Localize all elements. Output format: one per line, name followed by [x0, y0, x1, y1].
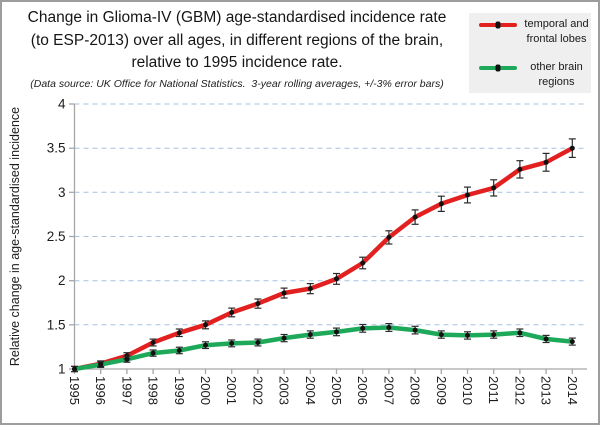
x-tick-label: 2014: [565, 376, 580, 405]
legend-item-temporal-frontal: temporal and frontal lobes: [469, 17, 591, 47]
chart-title: Change in Glioma-IV (GBM) age-standardis…: [8, 7, 466, 75]
x-tick-label: 2011: [486, 376, 501, 404]
x-tick-label: 2008: [408, 376, 423, 405]
y-tick-label: 1: [58, 362, 66, 377]
data-point-marker: [307, 332, 313, 338]
series-line-temporal-and-frontal-lobes: [72, 145, 575, 372]
data-point-marker: [465, 192, 470, 198]
data-point-marker: [386, 325, 392, 330]
x-tick-label: 1999: [172, 376, 187, 405]
data-point-marker: [307, 286, 313, 292]
data-point-marker: [150, 350, 156, 356]
y-tick-label: 3.5: [47, 141, 66, 156]
data-point-marker: [176, 330, 182, 336]
legend-label: temporal and frontal lobes: [522, 17, 591, 47]
chart-subtitle: (Data source: UK Office for National Sta…: [30, 78, 444, 90]
data-point-marker: [72, 366, 77, 372]
gridlines: [74, 103, 587, 326]
data-point-marker: [517, 330, 523, 336]
error-bars-and-markers: [71, 138, 576, 373]
data-point-marker: [229, 340, 235, 346]
data-point-marker: [281, 290, 287, 296]
data-point-marker: [203, 322, 208, 328]
legend-label-line: temporal and: [524, 17, 589, 30]
x-tick-label: 2007: [381, 376, 396, 405]
x-tick-label: 2004: [303, 376, 318, 405]
data-point-marker: [255, 340, 261, 345]
chart-title-line3: relative to 1995 incidence rate.: [131, 54, 343, 71]
legend-label: other brain regions: [522, 60, 591, 90]
data-point-marker: [543, 159, 549, 165]
x-tick-label: 1995: [67, 376, 82, 405]
x-tick-label: 2003: [277, 376, 292, 405]
data-point-marker: [438, 201, 444, 207]
y-tick-label: 4: [58, 97, 66, 112]
x-tick-label: 2013: [539, 376, 554, 405]
data-point-marker: [360, 260, 366, 266]
data-point-marker: [386, 234, 392, 240]
legend: temporal and frontal lobes other brain r…: [469, 13, 591, 93]
x-tick-label: 1996: [93, 376, 108, 405]
y-tick-label: 3: [58, 185, 66, 200]
legend-line-sample-green: [479, 64, 517, 71]
data-point-marker: [438, 332, 444, 338]
data-point-marker: [543, 336, 549, 342]
data-point-marker: [412, 327, 418, 333]
data-point-marker: [98, 362, 104, 368]
legend-marker-dot-icon: [495, 21, 501, 28]
data-point-marker: [491, 332, 497, 338]
y-tick-label: 2: [58, 273, 66, 288]
legend-line-sample-red: [479, 21, 517, 28]
x-tick-label: 1998: [146, 376, 161, 405]
y-tick-label: 2.5: [47, 229, 66, 244]
data-point-marker: [334, 329, 339, 335]
data-point-marker: [281, 335, 287, 341]
y-axis-ticks: 1 1.5 2 2.5 3 3.5 4: [47, 97, 75, 377]
x-tick-label: 2009: [434, 376, 449, 405]
data-point-marker: [360, 325, 366, 331]
data-point-marker: [517, 166, 523, 172]
data-point-marker: [255, 301, 261, 307]
legend-item-other-brain: other brain regions: [469, 60, 591, 90]
data-point-marker: [334, 276, 339, 282]
x-tick-label: 2005: [329, 376, 344, 405]
x-tick-label: 2000: [198, 376, 213, 405]
x-axis-ticks: 1995 1996 1997 1998 1999 2000 2001 2002 2003 2004…: [67, 369, 580, 405]
data-point-marker: [569, 339, 575, 345]
legend-marker-dot-icon: [495, 64, 501, 71]
x-tick-label: 1997: [119, 376, 134, 405]
data-point-marker: [465, 332, 470, 338]
chart-title-line2: (to ESP-2013) over all ages, in differen…: [30, 31, 444, 49]
data-point-marker: [491, 185, 497, 191]
data-point-marker: [229, 310, 235, 315]
legend-label-line: frontal lobes: [526, 32, 587, 45]
x-tick-label: 2001: [224, 376, 239, 405]
data-point-marker: [203, 342, 208, 348]
data-point-marker: [569, 145, 575, 151]
y-tick-label: 1.5: [47, 317, 66, 332]
chart-title-line1: Change in Glioma-IV (GBM) age-standardis…: [27, 9, 447, 26]
data-point-marker: [150, 340, 156, 345]
data-point-marker: [412, 214, 418, 220]
data-point-marker: [124, 356, 130, 362]
x-tick-label: 2006: [355, 376, 370, 405]
x-tick-label: 2002: [250, 376, 265, 405]
series-line-other-brain-regions: [72, 325, 575, 372]
x-tick-label: 2010: [460, 376, 475, 405]
x-tick-label: 2012: [512, 376, 527, 405]
y-axis-title: Relative change in age-standardised inci…: [8, 107, 22, 366]
error-bars-and-markers: [71, 323, 576, 373]
legend-label-line: other brain: [530, 60, 583, 73]
data-point-marker: [176, 348, 182, 353]
legend-label-line: regions: [538, 75, 575, 88]
